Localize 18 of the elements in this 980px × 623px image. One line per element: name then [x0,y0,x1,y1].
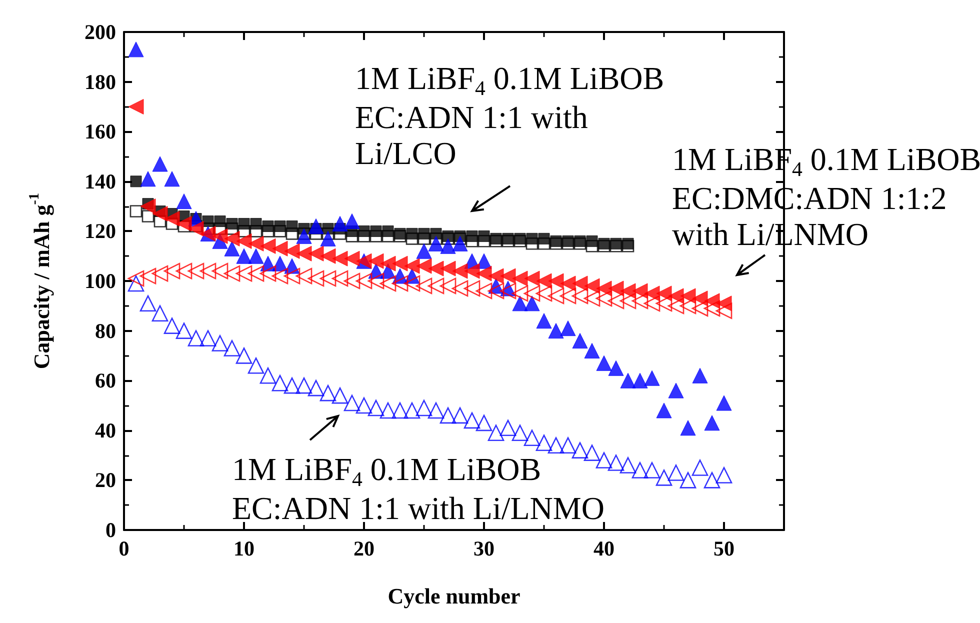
x-tick-label: 20 [354,536,374,560]
y-axis-title: Capacity / mAh g-1 [26,192,54,370]
y-tick-label: 60 [95,368,116,393]
y-tick-label: 160 [84,120,116,144]
y-tick-label: 140 [84,169,116,194]
x-axis-title: Cycle number [388,584,521,608]
y-tick-label: 20 [95,468,116,492]
x-tick-label: 50 [714,536,734,560]
y-tick-label: 40 [95,418,116,442]
y-tick-label: 100 [84,269,116,293]
x-tick-label: 30 [474,536,494,560]
y-tick-label: 0 [106,518,116,542]
y-tick-label: 180 [84,70,116,94]
y-tick-label: 120 [84,219,116,244]
x-tick-label: 10 [234,536,254,560]
x-tick-label: 40 [594,536,614,560]
y-tick-label: 200 [84,20,116,44]
y-tick-label: 80 [95,318,116,343]
